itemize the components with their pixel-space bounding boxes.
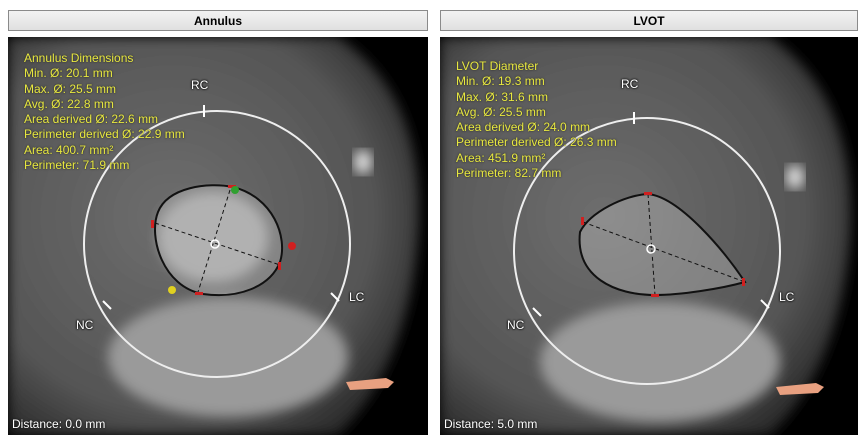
rc-label: RC [621,77,639,91]
center-handle[interactable] [210,239,220,249]
distance-readout: Distance: 5.0 mm [444,417,538,431]
area-derived-diameter: Area derived Ø: 24.0 mm [456,120,591,135]
lvot-measurements: LVOT Diameter Min. Ø: 19.3 mm Max. Ø: 31… [456,59,617,181]
orientation-figure-icon [346,378,394,390]
annulus-ct-image [8,37,428,435]
min-diameter: Min. Ø: 20.1 mm [24,66,113,81]
center-handle[interactable] [646,244,656,254]
lvot-reference-circle [513,117,781,385]
nc-label: NC [76,318,94,332]
lvot-panel-header: LVOT [440,10,858,31]
annulus-panel-header: Annulus [8,10,428,31]
lc-label: LC [779,290,795,304]
area: Area: 451.9 mm² [456,150,546,165]
lc-label: LC [349,290,365,304]
area: Area: 400.7 mm² [24,142,114,157]
red-marker[interactable] [288,242,296,250]
lvot-panel: LVOT [440,10,858,435]
lvot-ct-view[interactable]: LVOT Diameter Min. Ø: 19.3 mm Max. Ø: 31… [440,37,858,435]
perimeter: Perimeter: 82.7 mm [456,166,562,181]
avg-diameter: Avg. Ø: 25.5 mm [456,104,546,119]
distance-readout: Distance: 0.0 mm [12,417,106,431]
measurements-heading: Annulus Dimensions [24,51,134,65]
min-diameter: Min. Ø: 19.3 mm [456,74,545,89]
perimeter: Perimeter: 71.9 mm [24,158,130,173]
perimeter-derived-diameter: Perimeter derived Ø: 22.9 mm [24,127,185,142]
annulus-ct-view[interactable]: Annulus Dimensions Min. Ø: 20.1 mm Max. … [8,37,428,435]
perimeter-derived-diameter: Perimeter derived Ø: 26.3 mm [456,135,617,150]
green-marker[interactable] [231,186,239,194]
nc-label: NC [507,318,525,332]
annulus-reference-circle [83,110,351,378]
avg-diameter: Avg. Ø: 22.8 mm [24,96,114,111]
annulus-measurements: Annulus Dimensions Min. Ø: 20.1 mm Max. … [24,51,185,173]
rc-label: RC [191,78,209,92]
annulus-panel: Annulus [8,10,428,435]
max-diameter: Max. Ø: 31.6 mm [456,89,549,104]
max-diameter: Max. Ø: 25.5 mm [24,81,117,96]
orientation-figure-icon [776,383,824,395]
lvot-ct-image [440,37,858,435]
area-derived-diameter: Area derived Ø: 22.6 mm [24,112,159,127]
yellow-marker[interactable] [168,286,176,294]
measurements-heading: LVOT Diameter [456,59,539,73]
